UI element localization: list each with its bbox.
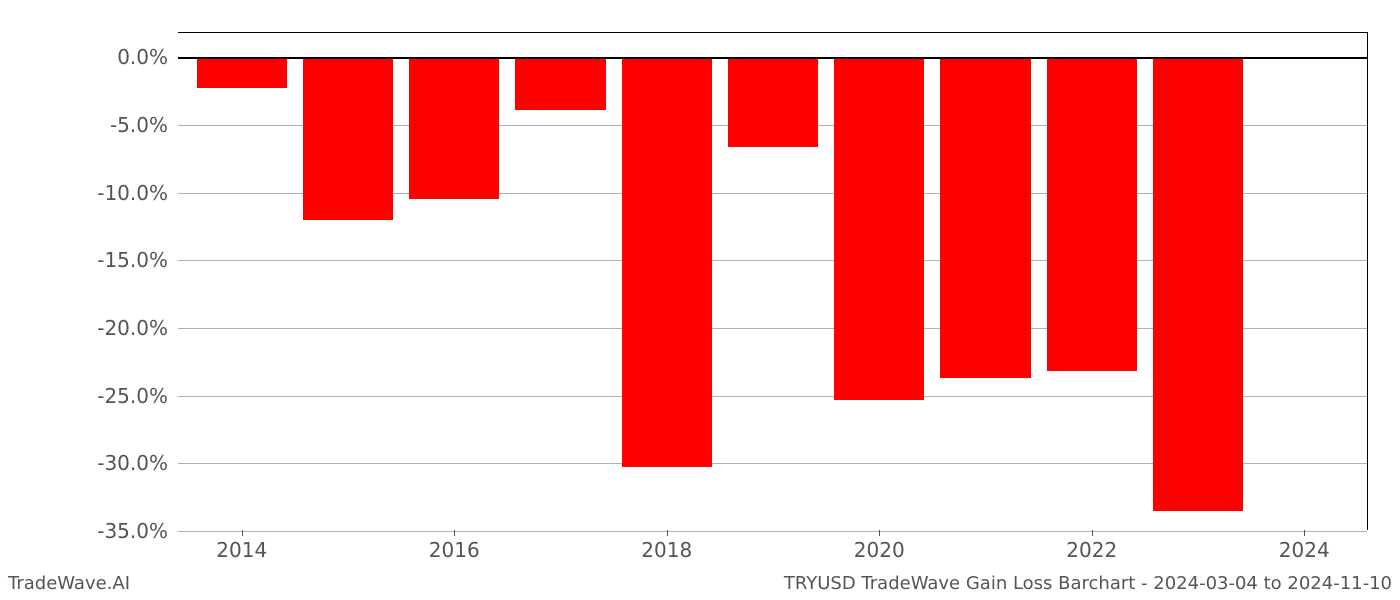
bar xyxy=(515,57,605,110)
gridline xyxy=(178,531,1367,532)
bar xyxy=(1047,57,1137,371)
y-tick-label: -15.0% xyxy=(97,248,178,272)
figure: 0.0% -5.0% -10.0% -15.0% -20.0% -25.0% -30.0% -… xyxy=(0,0,1400,600)
bar xyxy=(1153,57,1243,510)
x-tick-label: 2016 xyxy=(429,530,480,562)
x-tick-label: 2020 xyxy=(854,530,905,562)
bar xyxy=(197,57,287,88)
bar xyxy=(940,57,1030,378)
x-tick-label: 2018 xyxy=(641,530,692,562)
footer-left-text: TradeWave.AI xyxy=(8,573,130,594)
x-tick-label: 2024 xyxy=(1279,530,1330,562)
zero-line xyxy=(178,57,1367,59)
x-tick-label: 2014 xyxy=(216,530,267,562)
bar xyxy=(409,57,499,199)
footer-right-text: TRYUSD TradeWave Gain Loss Barchart - 20… xyxy=(784,573,1392,594)
bar xyxy=(622,57,712,467)
y-tick-label: -5.0% xyxy=(110,113,178,137)
bar xyxy=(834,57,924,399)
y-tick-label: -10.0% xyxy=(97,181,178,205)
y-tick-label: 0.0% xyxy=(117,45,178,69)
y-tick-label: -20.0% xyxy=(97,316,178,340)
bar xyxy=(303,57,393,219)
plot-area: 0.0%-5.0%-10.0%-15.0%-20.0%-25.0%-30.0%-… xyxy=(178,32,1368,530)
y-tick-label: -30.0% xyxy=(97,451,178,475)
bar xyxy=(728,57,818,146)
x-tick-label: 2022 xyxy=(1066,530,1117,562)
y-tick-label: -35.0% xyxy=(97,519,178,543)
y-tick-label: -25.0% xyxy=(97,384,178,408)
